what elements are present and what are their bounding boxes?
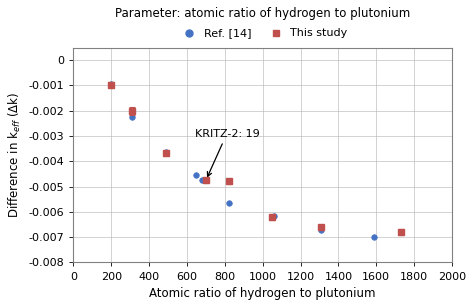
Point (193, 173, 200, 178)
Point (162, 150, 170, 155)
Legend: Ref. [14], This study: Ref. [14], This study (174, 24, 352, 43)
Text: KRITZ-2: 19: KRITZ-2: 19 (194, 129, 259, 177)
Point (270, 213, 278, 218)
Point (370, 235, 378, 240)
X-axis label: Atomic ratio of hydrogen to plutonium: Atomic ratio of hydrogen to plutonium (149, 287, 376, 300)
Point (107, 82, 115, 87)
Y-axis label: Difference in k$_{eff}$ (Δk): Difference in k$_{eff}$ (Δk) (7, 92, 23, 218)
Point (128, 115, 136, 119)
Point (198, 178, 206, 183)
Title: Parameter: atomic ratio of hydrogen to plutonium: Parameter: atomic ratio of hydrogen to p… (115, 7, 410, 20)
Point (225, 200, 232, 205)
Point (317, 227, 325, 232)
